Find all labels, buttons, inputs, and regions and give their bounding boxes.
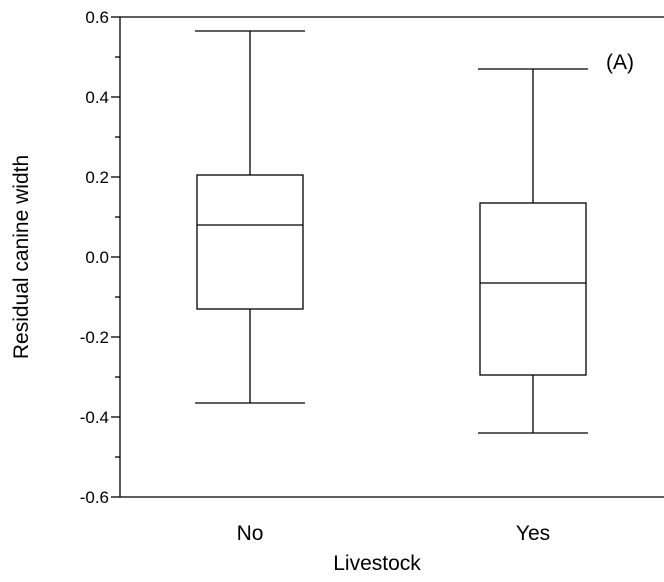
y-axis-title: Residual canine width <box>10 155 33 359</box>
box-yes <box>478 68 588 434</box>
interquartile-box <box>196 174 304 310</box>
y-tick-label: -0.6 <box>80 488 109 507</box>
interquartile-box <box>479 202 587 376</box>
boxes <box>195 30 588 434</box>
y-tick-label: 0.0 <box>85 248 109 267</box>
box-no <box>195 30 305 404</box>
x-axis-title: Livestock <box>333 552 421 575</box>
category-label: No <box>237 522 264 545</box>
y-ticks: -0.6 -0.4 -0.2 0.0 0.2 0.4 0.6 <box>80 8 120 507</box>
y-tick-label: 0.2 <box>85 168 109 187</box>
category-label: Yes <box>516 522 550 545</box>
category-labels: No Yes <box>237 522 551 545</box>
y-tick-label: 0.6 <box>85 8 109 27</box>
y-tick-label: -0.4 <box>80 408 109 427</box>
y-tick-label: 0.4 <box>85 88 109 107</box>
plot-frame <box>119 16 664 498</box>
y-tick-label: -0.2 <box>80 328 109 347</box>
panel-label: (A) <box>606 51 634 74</box>
